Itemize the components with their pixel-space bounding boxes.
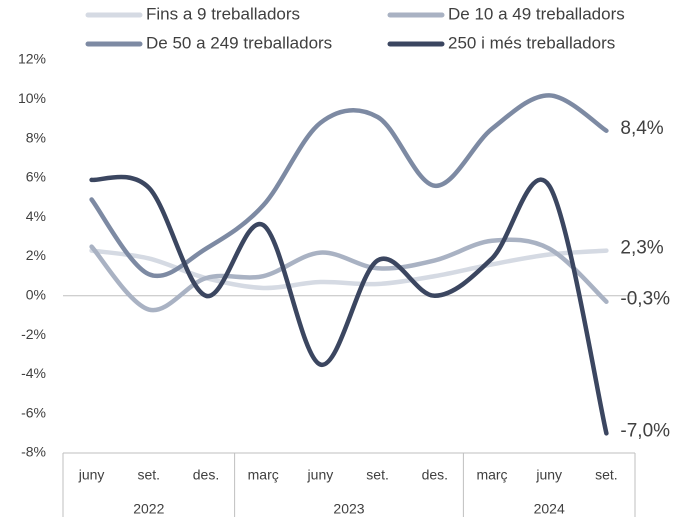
series-line (89, 174, 609, 436)
legend-label: 250 i més treballadors (448, 33, 615, 52)
x-tick-label: març (248, 467, 279, 483)
data-label: 8,4% (620, 118, 663, 139)
x-tick-label: juny (307, 467, 334, 483)
x-tick-label: juny (78, 467, 105, 483)
y-tick-label: 8% (26, 129, 46, 145)
legend-label: De 10 a 49 treballadors (448, 4, 625, 23)
series-line (89, 93, 609, 279)
x-tick-label: set. (595, 467, 618, 483)
x-group-label: 2024 (534, 501, 565, 517)
y-tick-label: 10% (18, 90, 46, 106)
legend-label: De 50 a 249 treballadors (146, 33, 332, 52)
y-tick-label: 0% (26, 287, 46, 303)
x-group-label: 2022 (133, 501, 164, 517)
y-tick-label: -6% (21, 404, 46, 420)
data-label: -7,0% (620, 420, 670, 441)
y-tick-label: 12% (18, 51, 46, 67)
data-label: 2,3% (620, 238, 663, 259)
series-line (89, 237, 609, 313)
y-tick-label: 2% (26, 247, 46, 263)
y-tick-label: -4% (21, 365, 46, 381)
x-tick-label: des. (193, 467, 219, 483)
y-tick-label: -8% (21, 444, 46, 460)
x-tick-label: juny (535, 467, 562, 483)
x-group-label: 2023 (333, 501, 364, 517)
data-label: -0,3% (620, 289, 670, 310)
y-tick-label: -2% (21, 326, 46, 342)
x-tick-label: març (476, 467, 507, 483)
x-tick-label: set. (366, 467, 389, 483)
y-tick-label: 4% (26, 208, 46, 224)
y-tick-label: 6% (26, 169, 46, 185)
legend-label: Fins a 9 treballadors (146, 4, 300, 23)
x-tick-label: set. (138, 467, 161, 483)
x-tick-label: des. (422, 467, 448, 483)
series-line (89, 248, 609, 291)
